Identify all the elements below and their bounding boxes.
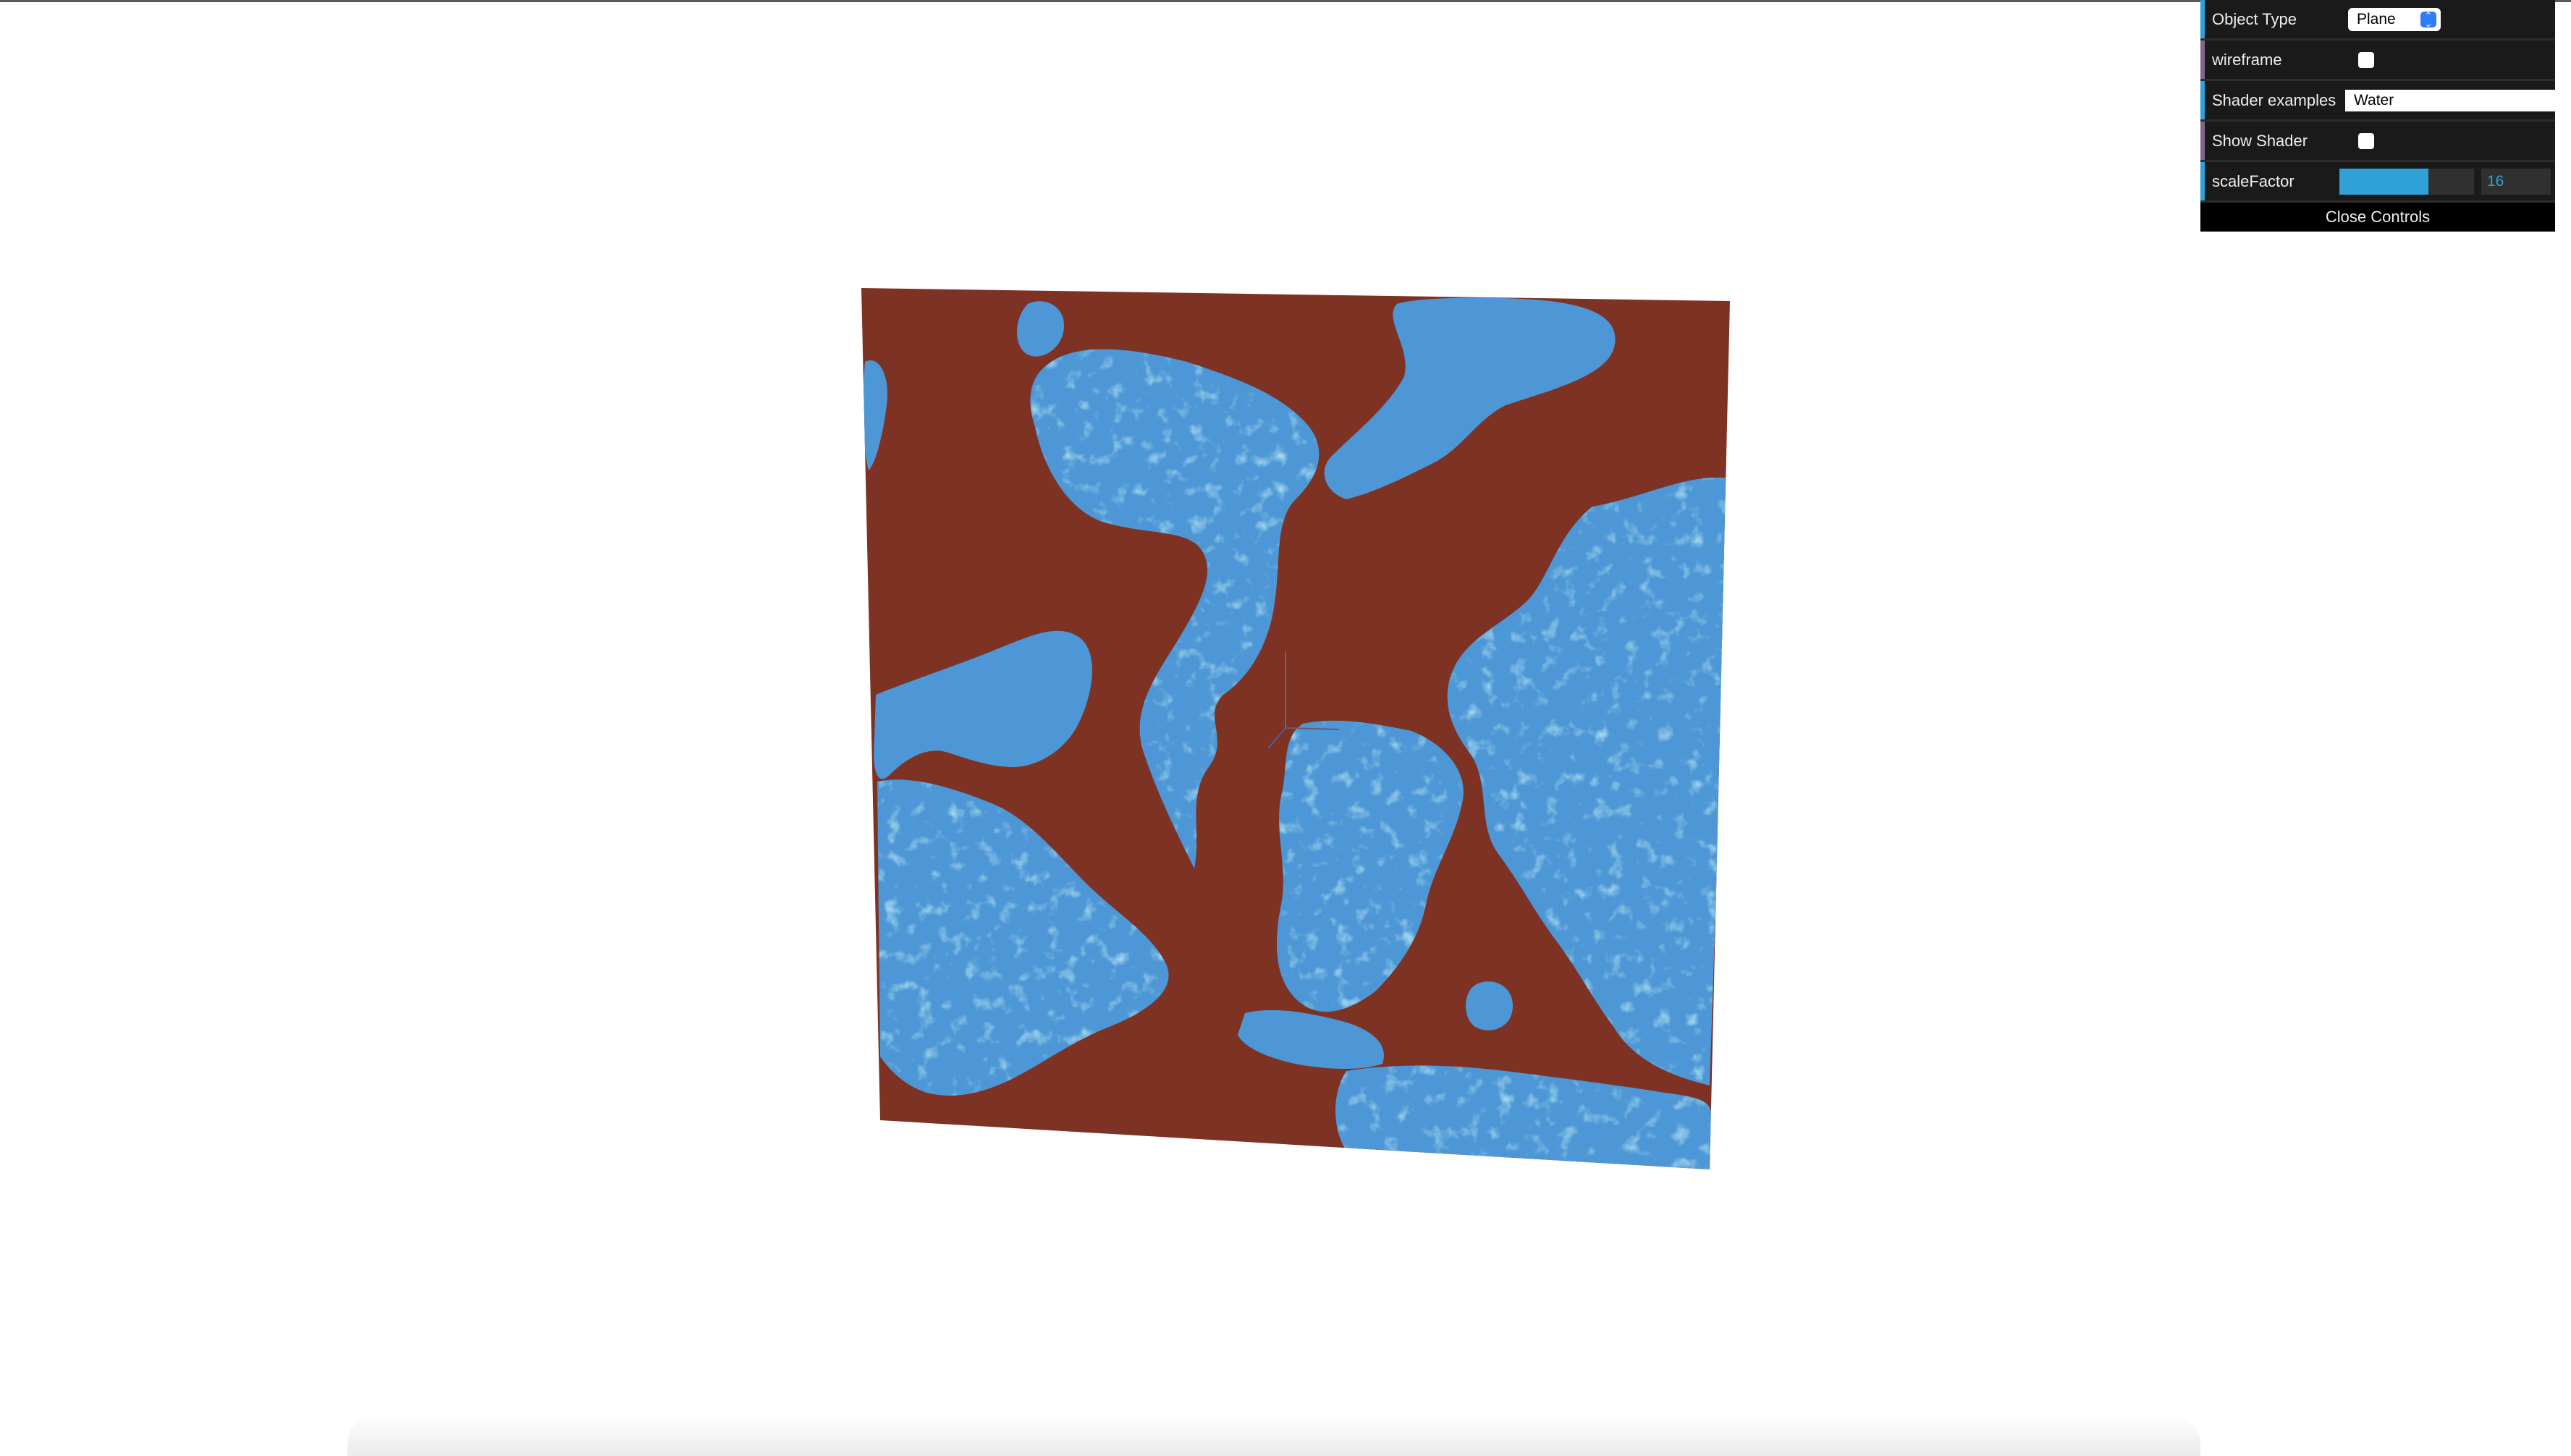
show-shader-label: Show Shader — [2212, 131, 2308, 150]
row-accent — [2200, 0, 2205, 38]
select-arrows-icon: ⌃ ⌄ — [2420, 11, 2436, 28]
close-controls-button[interactable]: Close Controls — [2200, 203, 2555, 232]
object-type-select[interactable]: Plane ⌃ ⌄ — [2348, 7, 2441, 31]
scale-factor-label: scaleFactor — [2212, 172, 2295, 190]
wireframe-checkbox[interactable] — [2358, 51, 2374, 68]
object-type-value: Plane — [2357, 10, 2396, 27]
row-accent — [2200, 162, 2205, 200]
object-type-label: Object Type — [2212, 9, 2297, 28]
wireframe-label: wireframe — [2212, 50, 2282, 69]
object-type-control: Plane ⌃ ⌄ — [2348, 0, 2441, 38]
show-shader-checkbox[interactable] — [2358, 132, 2374, 149]
show-shader-control — [2348, 122, 2374, 160]
shader-examples-control: Water — [2345, 81, 2555, 119]
row-accent — [2200, 81, 2205, 119]
wireframe-row: wireframe — [2200, 41, 2555, 81]
scale-factor-row: scaleFactor 16 — [2200, 162, 2555, 203]
shader-examples-select[interactable]: Water — [2345, 89, 2555, 111]
object-type-row: Object Type Plane ⌃ ⌄ — [2200, 0, 2555, 41]
scale-factor-slider[interactable] — [2339, 168, 2474, 195]
row-accent — [2200, 41, 2205, 79]
wireframe-control — [2348, 41, 2374, 79]
ground-shadow — [347, 1415, 2200, 1456]
shader-examples-label: Shader examples — [2212, 90, 2336, 109]
control-panel: Object Type Plane ⌃ ⌄ wireframe Shader ex… — [2200, 0, 2555, 232]
scale-factor-input[interactable]: 16 — [2481, 168, 2551, 195]
axes-helper-icon — [1267, 651, 1340, 749]
row-accent — [2200, 122, 2205, 160]
top-border — [0, 0, 2571, 2]
show-shader-row: Show Shader — [2200, 122, 2555, 162]
scale-factor-slider-fill — [2339, 168, 2428, 195]
water-regions — [863, 297, 1730, 1169]
shader-examples-row: Shader examples Water — [2200, 81, 2555, 122]
